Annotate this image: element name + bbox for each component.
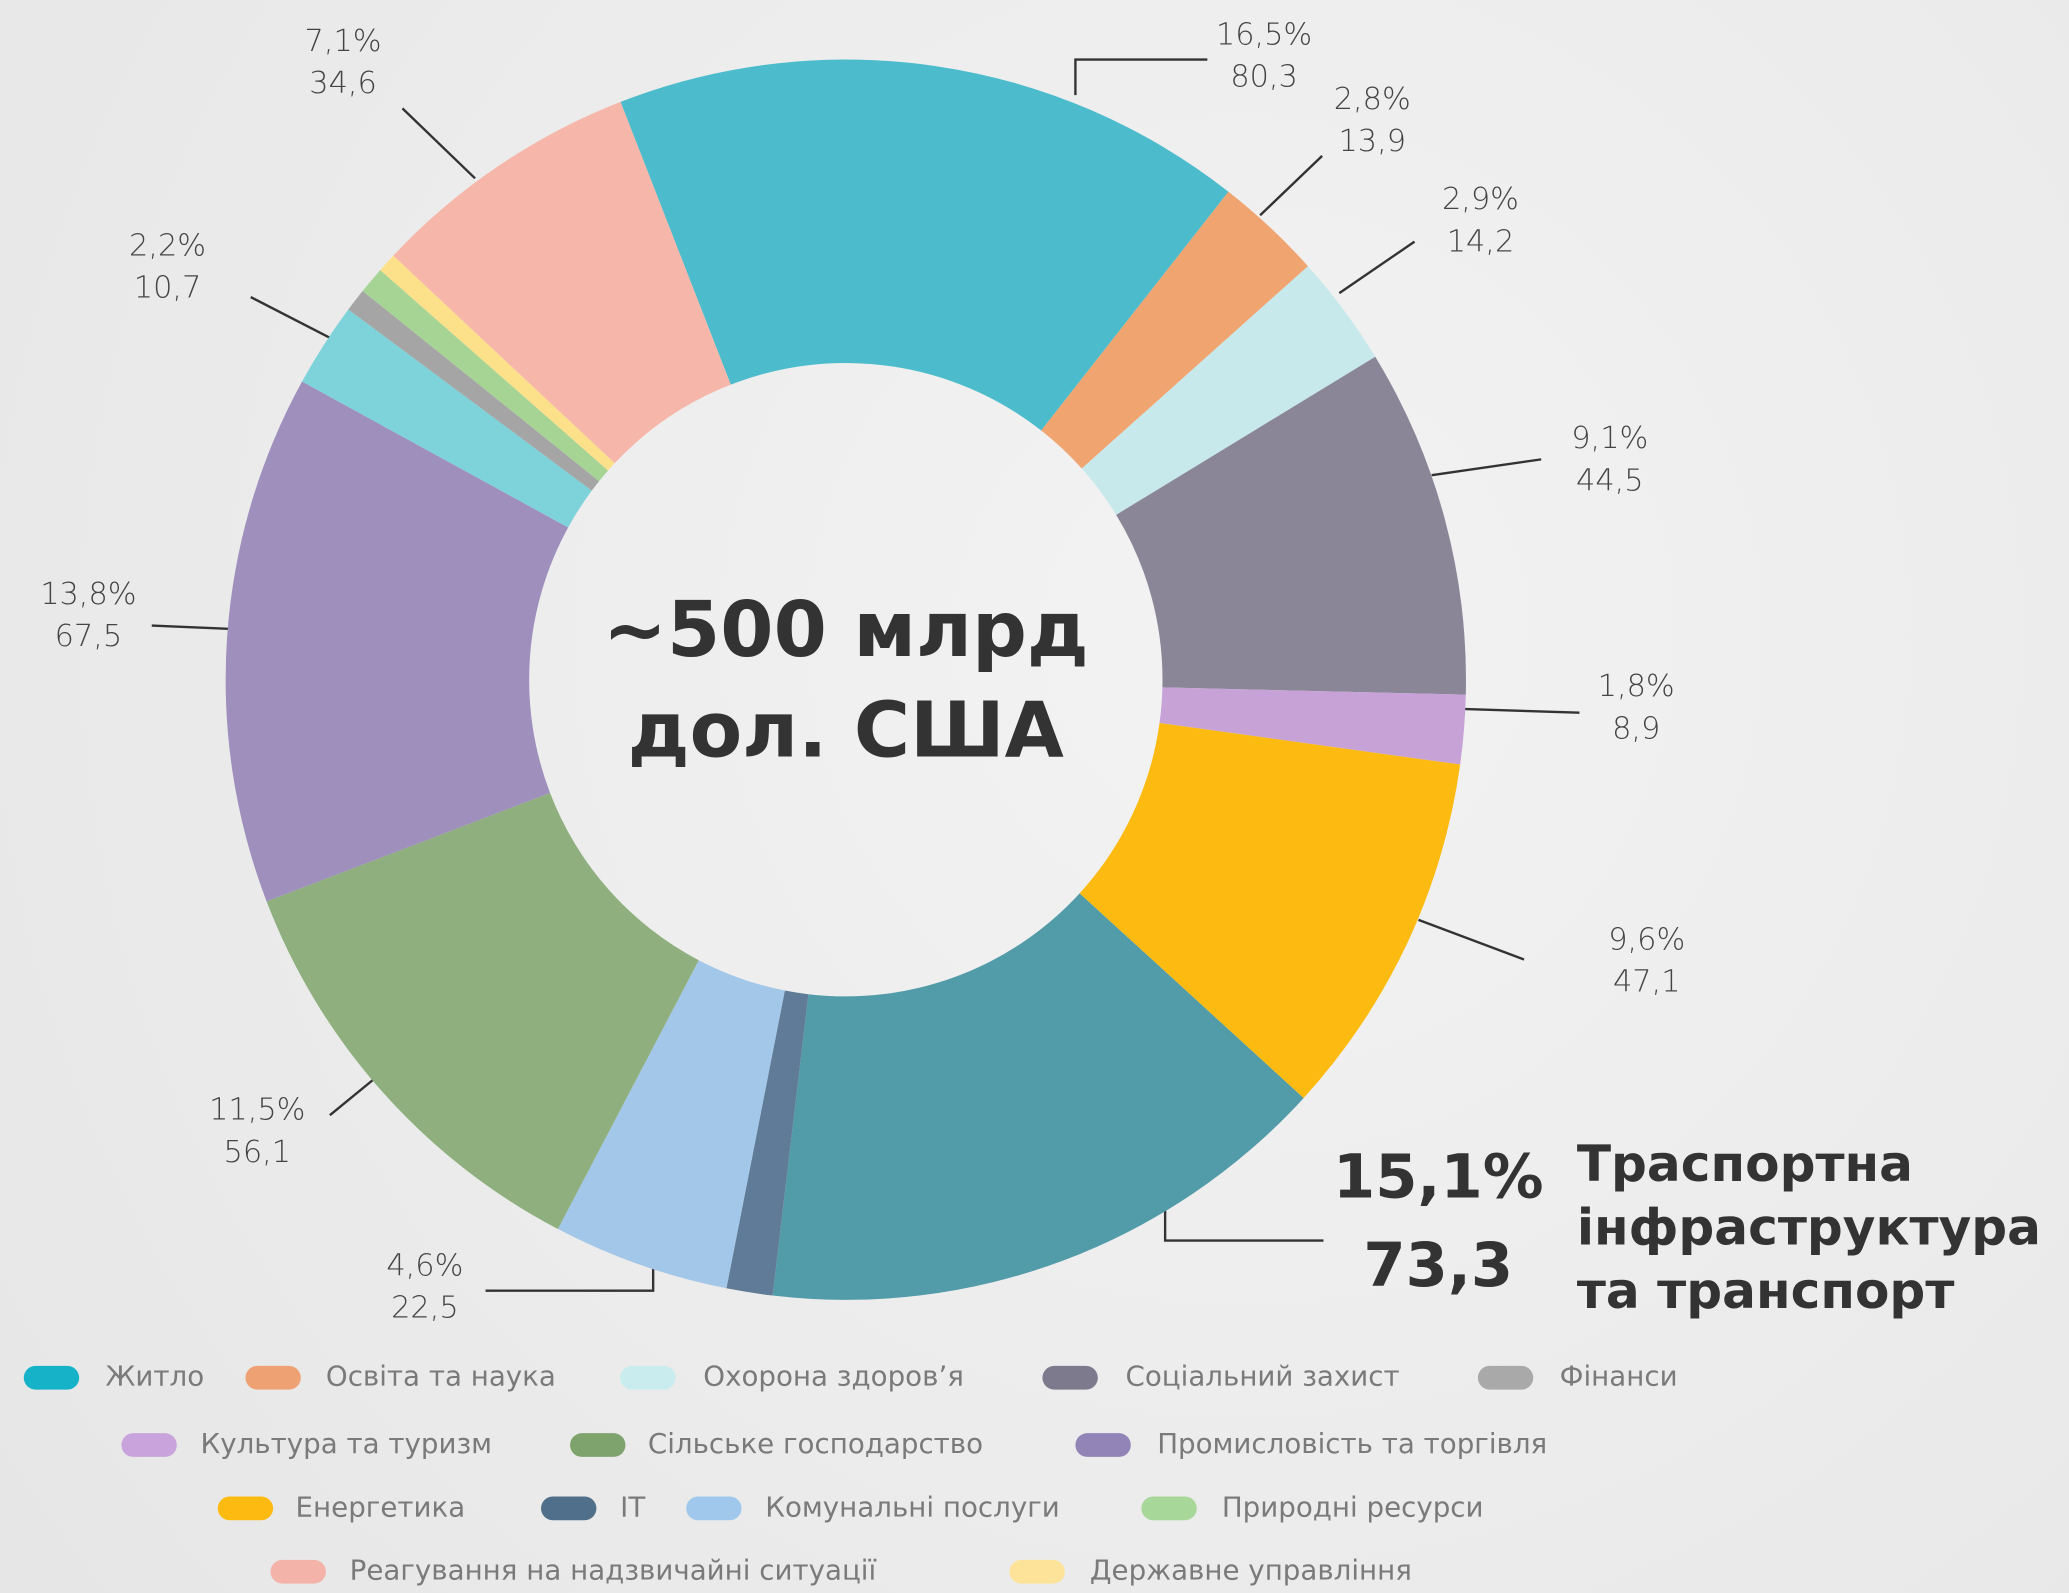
- amount-label: 8,9: [1612, 711, 1660, 746]
- legend-swatch: [570, 1433, 626, 1457]
- slice: [772, 893, 1304, 1300]
- amount-label: 14,2: [1447, 224, 1515, 259]
- slice: [1081, 266, 1376, 515]
- percent-label: 2,8%: [1334, 82, 1411, 117]
- slice: [620, 59, 1229, 431]
- legend-swatch: [23, 1365, 80, 1390]
- percent-label: 2,2%: [129, 228, 206, 263]
- amount-label: 47,1: [1613, 965, 1681, 1000]
- legend-label: Енергетика: [296, 1490, 466, 1523]
- slice: [348, 290, 600, 491]
- percent-label: 11,5%: [209, 1093, 305, 1128]
- slice: [557, 960, 785, 1289]
- legend-label: Державне управління: [1090, 1554, 1412, 1587]
- amount-label: 67,5: [55, 619, 123, 654]
- slice: [1159, 687, 1466, 765]
- highlight-box: Траспортна інфраструктура та транспорт: [1576, 1134, 2042, 1320]
- slice: [225, 381, 569, 902]
- amount-label: 13,9: [1339, 124, 1407, 159]
- legend-label: Фінанси: [1560, 1360, 1678, 1393]
- percent-label: 16,5%: [1216, 17, 1312, 52]
- legend-label: Охорона здоров’я: [703, 1360, 964, 1393]
- legend-label: Освіта та наука: [326, 1360, 556, 1393]
- legend-swatch: [1009, 1559, 1065, 1584]
- percent-label: 15,1%: [1333, 1143, 1544, 1213]
- leader-line: [1259, 155, 1323, 217]
- legend-label: Соціальний захист: [1126, 1360, 1400, 1393]
- legend-label: Реагування на надзвичайні ситуації: [350, 1554, 877, 1587]
- slice: [726, 990, 809, 1296]
- percent-label: 2,9%: [1442, 182, 1519, 217]
- slice: [1116, 356, 1466, 695]
- percent-label: 7,1%: [305, 24, 382, 59]
- legend-label: IT: [620, 1490, 645, 1523]
- legend-swatch: [245, 1365, 301, 1390]
- slice: [362, 270, 609, 482]
- legend: Житло Освіта та наука Охорона здоров’я Соці…: [23, 1360, 1678, 1587]
- leader-line: [401, 107, 476, 180]
- legend-label: Культура та туризм: [201, 1427, 493, 1460]
- percent-label: 13,8%: [40, 577, 136, 612]
- legend-swatch: [1075, 1433, 1131, 1457]
- amount-label: 73,3: [1363, 1231, 1513, 1301]
- slice: [266, 792, 699, 1230]
- amount-label: 10,7: [134, 271, 202, 306]
- labels: 16,5% 80,3 2,8% 13,9 2,9% 14,2 9,1% 44,5 1,8% 8,9…: [40, 17, 1685, 1325]
- legend-label: Житло: [106, 1360, 205, 1393]
- percent-label: 4,6%: [386, 1248, 463, 1283]
- amount-label: 56,1: [224, 1135, 292, 1170]
- leader-line: [1458, 707, 1580, 714]
- slice: [1041, 191, 1308, 469]
- highlight-label: Траспортна інфраструктура та транспорт: [1576, 1134, 2042, 1320]
- donut: [225, 59, 1466, 1300]
- amount-label: 34,6: [309, 66, 377, 101]
- legend-label: Природні ресурси: [1222, 1490, 1484, 1523]
- slice: [1079, 723, 1461, 1099]
- legend-swatch: [1477, 1365, 1534, 1390]
- legend-swatch: [620, 1365, 676, 1390]
- legend-label: Сільське господарство: [648, 1427, 983, 1460]
- amount-label: 44,5: [1576, 463, 1644, 498]
- leader-line: [1418, 918, 1525, 961]
- slice: [380, 255, 615, 471]
- leader-line: [1431, 458, 1542, 477]
- legend-swatch: [686, 1496, 742, 1521]
- leader-line: [1338, 240, 1416, 295]
- leader-line: [1074, 58, 1208, 96]
- legend-swatch: [270, 1559, 326, 1584]
- legend-swatch: [541, 1496, 597, 1521]
- center-box: ~500 млрд дол. США: [602, 584, 1089, 775]
- legend-swatch: [217, 1496, 274, 1521]
- slice: [302, 309, 592, 528]
- slice: [393, 101, 731, 464]
- legend-label: Комунальні послуги: [765, 1490, 1059, 1523]
- legend-swatch: [1042, 1365, 1098, 1390]
- legend-label: Промисловість та торгівля: [1157, 1427, 1547, 1460]
- percent-label: 9,6%: [1608, 922, 1685, 957]
- amount-label: 22,5: [391, 1291, 459, 1326]
- percent-label: 9,1%: [1571, 421, 1648, 456]
- amount-label: 80,3: [1230, 60, 1298, 95]
- percent-label: 1,8%: [1598, 669, 1675, 704]
- leader-line: [1163, 1194, 1324, 1242]
- legend-swatch: [121, 1433, 177, 1457]
- legend-swatch: [1141, 1496, 1197, 1521]
- center-label: ~500 млрд дол. США: [602, 584, 1089, 775]
